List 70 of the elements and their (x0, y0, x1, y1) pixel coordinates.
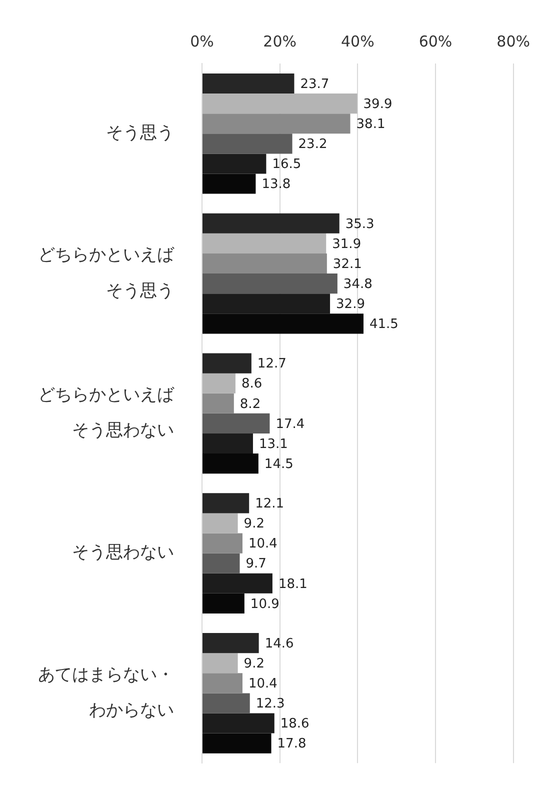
bar (202, 114, 350, 134)
bar (202, 713, 274, 734)
data-label: 9.7 (246, 556, 266, 572)
data-label: 32.1 (332, 256, 362, 272)
bar (202, 633, 259, 654)
data-label: 12.3 (256, 696, 285, 712)
bar (202, 653, 238, 674)
data-label: 10.9 (250, 596, 280, 612)
data-label: 14.5 (264, 456, 294, 472)
data-label: 8.2 (240, 396, 261, 412)
data-label: 17.4 (276, 416, 305, 432)
bar (202, 94, 358, 114)
bar (202, 353, 252, 374)
data-label: 34.8 (343, 276, 372, 292)
data-label: 31.9 (332, 236, 362, 252)
bar (202, 314, 364, 334)
bar (202, 533, 242, 554)
data-label: 12.7 (257, 356, 286, 372)
bar (202, 373, 236, 394)
y-tick-label: どちらかといえばそう思わない (38, 384, 175, 441)
data-label: 35.3 (345, 216, 374, 232)
data-label: 17.8 (277, 736, 306, 752)
x-tick-label: 0% (190, 32, 214, 51)
data-label: 18.6 (280, 716, 310, 732)
y-tick-label: そう思わない (72, 542, 174, 563)
data-label: 38.1 (356, 116, 386, 132)
data-label: 12.1 (255, 496, 284, 512)
bar (202, 693, 250, 714)
data-label: 9.2 (244, 516, 264, 532)
data-label: 16.5 (272, 157, 302, 172)
bar (202, 294, 330, 314)
data-label: 14.6 (264, 636, 294, 652)
x-tick-label: 40% (340, 32, 374, 51)
bar (202, 573, 272, 594)
bar (202, 433, 253, 454)
x-tick-label: 80% (496, 32, 530, 51)
data-label: 13.1 (258, 436, 288, 452)
bar (202, 493, 250, 514)
data-label: 18.1 (278, 576, 308, 592)
bar (202, 134, 292, 154)
x-tick-label: 60% (418, 32, 452, 51)
data-label: 23.7 (300, 76, 330, 92)
data-label: 32.9 (336, 296, 365, 312)
bar (202, 174, 256, 194)
data-label: 10.4 (248, 536, 278, 552)
bar (202, 154, 266, 174)
bar (202, 593, 244, 614)
bar (202, 553, 240, 574)
data-label: 9.2 (244, 656, 264, 672)
data-label: 39.9 (363, 96, 392, 112)
y-tick-label: どちらかといえばそう思う (38, 245, 175, 301)
x-tick-label: 20% (263, 32, 297, 51)
bar (202, 513, 238, 534)
y-tick-label: あてはまらない・わからない (38, 664, 174, 720)
bar (202, 393, 234, 414)
bar (202, 733, 272, 754)
data-label: 8.6 (241, 376, 262, 392)
bar (202, 413, 270, 434)
bar (202, 253, 327, 274)
data-label: 13.8 (262, 177, 291, 192)
y-tick-label: そう思う (106, 123, 174, 144)
data-label: 10.4 (248, 676, 278, 692)
bar (202, 274, 338, 294)
bar (202, 73, 294, 94)
bar (202, 454, 258, 474)
bar (202, 673, 242, 694)
bar (202, 233, 326, 254)
data-label: 23.2 (298, 137, 328, 152)
data-label: 41.5 (370, 317, 398, 332)
bar (202, 213, 340, 234)
